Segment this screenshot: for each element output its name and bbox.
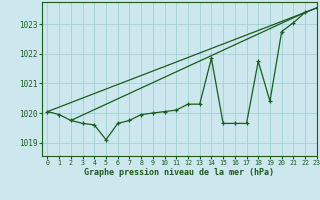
X-axis label: Graphe pression niveau de la mer (hPa): Graphe pression niveau de la mer (hPa) [84,168,274,177]
